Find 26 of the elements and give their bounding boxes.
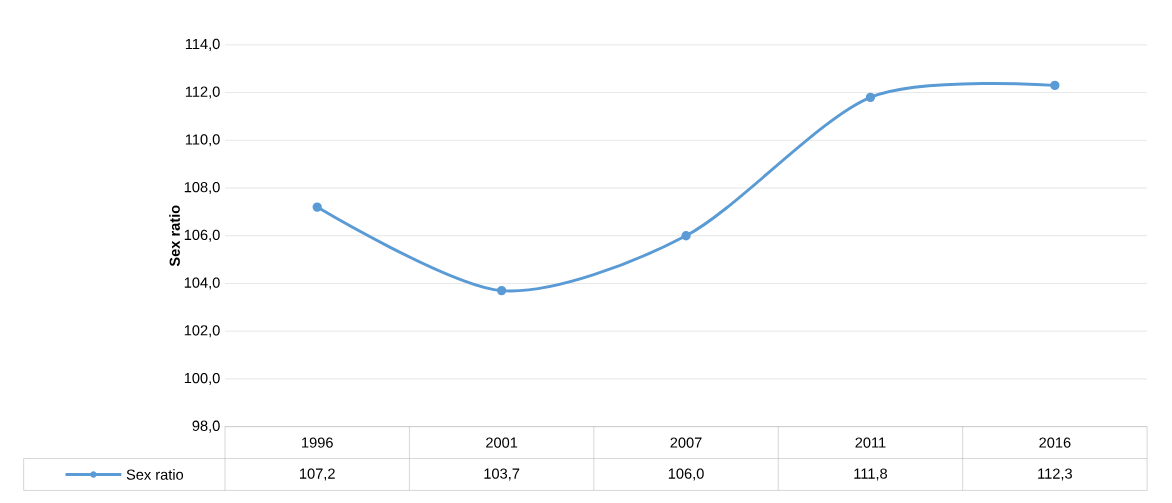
y-tick-label: 110,0 [185, 134, 220, 147]
y-tick-label: 102,0 [184, 324, 220, 338]
y-tick-label: 106,0 [184, 229, 220, 242]
point [681, 230, 691, 241]
legend-label: Sex ratio [126, 468, 184, 480]
point [865, 92, 876, 102]
point [1050, 80, 1060, 90]
y-tick-label: 114,0 [185, 38, 220, 51]
data-label: 112,3 [1038, 468, 1072, 481]
data-label: 106,0 [668, 468, 704, 481]
data-label: 107,2 [300, 468, 335, 481]
data-label: 103,7 [484, 468, 520, 481]
x-tick-label: 2016 [1039, 437, 1071, 448]
x-tick-label: 2011 [855, 437, 886, 448]
x-tick-label: 1996 [302, 437, 333, 448]
point [496, 285, 507, 296]
x-tick-label: 2001 [486, 437, 518, 448]
y-tick-label: 100,0 [184, 372, 220, 385]
y-tick-label: 112,0 [185, 86, 220, 99]
y-tick-label: 98,0 [192, 420, 220, 433]
data-label: 111,8 [854, 468, 888, 481]
y-axis-title: Sex ratio [169, 205, 180, 267]
y-tick-label: 108,0 [184, 181, 220, 194]
y-tick-label: 104,0 [184, 277, 220, 290]
x-tick-label: 2007 [670, 437, 702, 448]
point [312, 202, 322, 212]
